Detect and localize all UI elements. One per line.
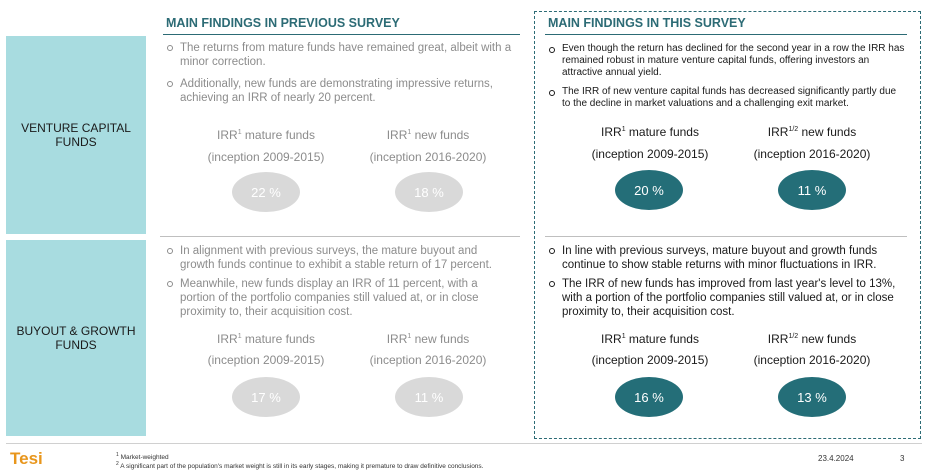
vc-current-findings: Even though the return has declined for … xyxy=(548,43,906,118)
bo-current-findings: In line with previous surveys, mature bu… xyxy=(548,244,906,327)
section-label-venture-capital: VENTURE CAPITAL FUNDS xyxy=(6,36,146,234)
vc-previous-findings: The returns from mature funds have remai… xyxy=(166,41,522,113)
venture-capital-label-text: VENTURE CAPITAL FUNDS xyxy=(21,121,131,149)
vc-curr-new-irr-value: 11 % xyxy=(778,170,846,210)
finding-bullet: The IRR of new funds has improved from l… xyxy=(548,277,906,319)
vc-curr-mature-period: (inception 2009-2015) xyxy=(591,147,709,161)
vc-curr-mature-irr-value: 20 % xyxy=(615,170,683,210)
footnote-2: 2 A significant part of the population's… xyxy=(116,461,484,471)
vc-curr-mature-irr-label: IRR1 mature funds xyxy=(601,125,699,139)
bo-prev-new-irr-value: 11 % xyxy=(395,377,463,417)
finding-bullet: Additionally, new funds are demonstratin… xyxy=(166,77,522,105)
bo-prev-mature-irr-label: IRR1 mature funds xyxy=(217,332,315,346)
footnote-1: 1 Market-weighted xyxy=(116,452,169,462)
bo-curr-new-period: (inception 2016-2020) xyxy=(753,353,871,367)
vc-prev-new-period: (inception 2016-2020) xyxy=(369,150,487,164)
tesi-logo: Tesi xyxy=(10,449,43,468)
section-label-buyout-growth: BUYOUT & GROWTH FUNDS xyxy=(6,240,146,436)
previous-section-divider xyxy=(160,236,520,237)
vc-prev-new-irr-label: IRR1 new funds xyxy=(386,128,470,142)
bo-curr-new-irr-value: 13 % xyxy=(778,377,846,417)
bo-curr-mature-irr-value: 16 % xyxy=(615,377,683,417)
footer-divider xyxy=(6,443,922,444)
vc-prev-mature-irr-label: IRR1 mature funds xyxy=(217,128,315,142)
vc-curr-new-irr-label: IRR1/2 new funds xyxy=(767,125,857,139)
bo-curr-mature-irr-label: IRR1 mature funds xyxy=(601,332,699,346)
vc-prev-mature-period: (inception 2009-2015) xyxy=(207,150,325,164)
bo-prev-mature-period: (inception 2009-2015) xyxy=(207,353,325,367)
previous-survey-title: MAIN FINDINGS IN PREVIOUS SURVEY xyxy=(166,16,400,30)
finding-bullet: In alignment with previous surveys, the … xyxy=(166,244,508,272)
current-survey-highlight-frame xyxy=(534,11,921,439)
current-title-underline xyxy=(545,34,907,35)
finding-bullet: Even though the return has declined for … xyxy=(548,43,906,79)
bo-curr-mature-period: (inception 2009-2015) xyxy=(591,353,709,367)
vc-prev-mature-irr-value: 22 % xyxy=(232,172,300,212)
finding-bullet: Meanwhile, new funds display an IRR of 1… xyxy=(166,277,508,319)
finding-bullet: In line with previous surveys, mature bu… xyxy=(548,244,906,272)
current-section-divider xyxy=(545,236,907,237)
page-number: 3 xyxy=(900,454,905,463)
previous-title-underline xyxy=(163,34,520,35)
bo-prev-mature-irr-value: 17 % xyxy=(232,377,300,417)
slide-date: 23.4.2024 xyxy=(818,454,854,463)
buyout-growth-label-text: BUYOUT & GROWTH FUNDS xyxy=(16,324,136,352)
bo-prev-new-period: (inception 2016-2020) xyxy=(369,353,487,367)
finding-bullet: The IRR of new venture capital funds has… xyxy=(548,86,906,110)
bo-previous-findings: In alignment with previous surveys, the … xyxy=(166,244,508,327)
vc-curr-new-period: (inception 2016-2020) xyxy=(753,147,871,161)
vc-prev-new-irr-value: 18 % xyxy=(395,172,463,212)
bo-curr-new-irr-label: IRR1/2 new funds xyxy=(767,332,857,346)
finding-bullet: The returns from mature funds have remai… xyxy=(166,41,522,69)
bo-prev-new-irr-label: IRR1 new funds xyxy=(386,332,470,346)
current-survey-title: MAIN FINDINGS IN THIS SURVEY xyxy=(548,16,746,30)
